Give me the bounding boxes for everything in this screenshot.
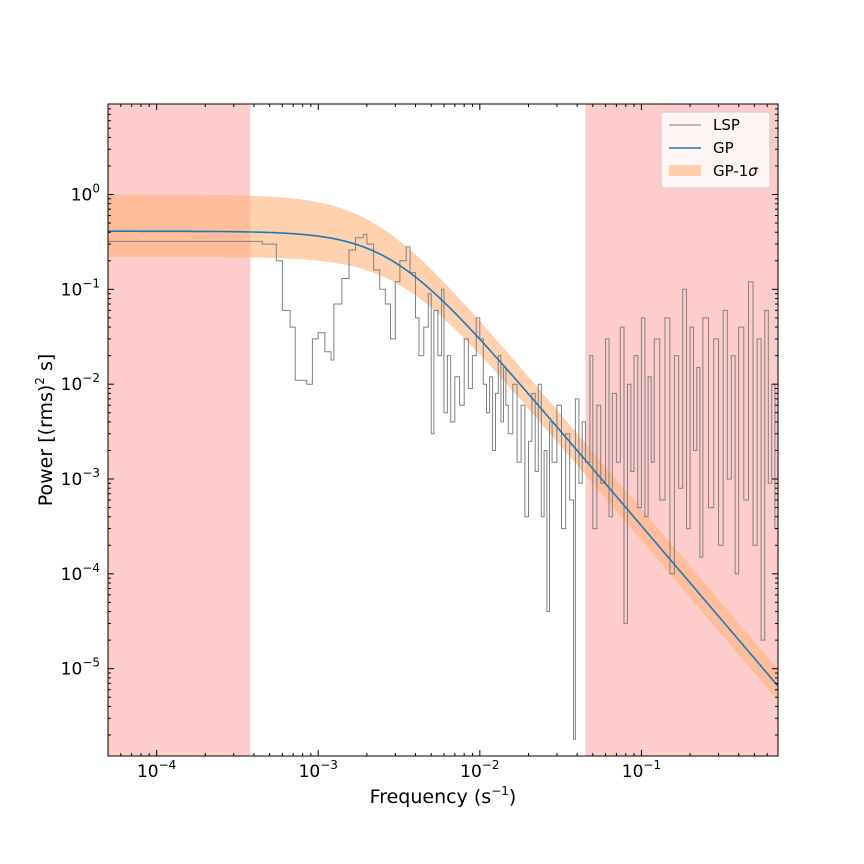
legend-label-lsp: LSP [713, 116, 740, 134]
x-axis-label: Frequency (s−1) [370, 784, 517, 808]
legend-label-gp-sigma: GP-1σ [713, 162, 758, 180]
y-tick-label: 100 [71, 181, 100, 205]
x-tick-label: 10−3 [299, 758, 338, 782]
legend-swatch-gp-sigma [669, 165, 701, 176]
y-tick-label: 10−3 [61, 466, 100, 490]
y-tick-label: 10−5 [61, 656, 100, 680]
gp-line-layer [108, 230, 778, 687]
y-tick-label: 10−1 [61, 276, 100, 300]
x-axis-ticks: 10−4 10−3 10−2 10−1 [107, 104, 768, 782]
plot-frame [107, 103, 779, 757]
y-tick-label: 10−2 [61, 371, 100, 395]
y-axis-ticks: 100 10−1 10−2 10−3 10−4 10−5 [61, 103, 778, 736]
legend-label-gp: GP [713, 139, 734, 157]
x-tick-label: 10−1 [622, 758, 661, 782]
x-tick-label: 10−2 [460, 758, 499, 782]
gp-sigma-band [108, 194, 778, 701]
lsp-series-layer [108, 233, 778, 740]
legend: LSP GP GP-1σ [660, 111, 771, 189]
gp-sigma-band-layer [108, 194, 778, 701]
y-axis-label: Power [(rms)2 s] [33, 354, 57, 507]
lsp-line [108, 233, 778, 740]
x-tick-label: 10−4 [137, 758, 176, 782]
y-tick-label: 10−4 [61, 561, 100, 585]
gp-line [108, 230, 778, 687]
